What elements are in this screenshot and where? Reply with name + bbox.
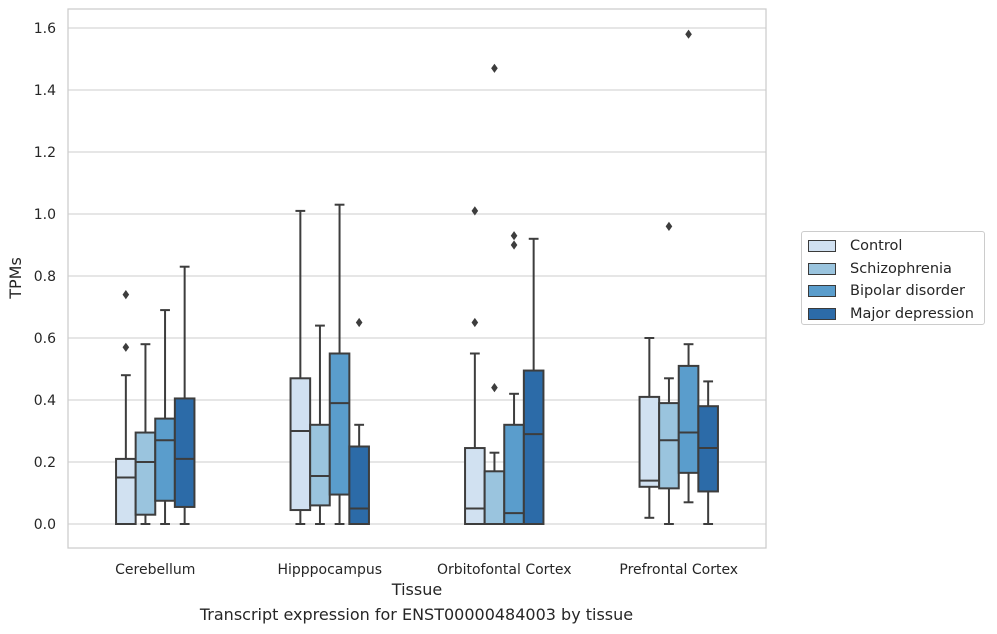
box-iqr [464,447,486,525]
box-schizophrenia-hipppocampus [309,324,331,525]
legend-swatch-control [808,240,836,253]
legend-item-bipolar-disorder: Bipolar disorder [808,280,984,303]
box-iqr [154,417,176,502]
box-iqr [522,369,545,525]
box-schizophrenia-cerebellum [134,343,157,525]
outlier-point [510,240,518,250]
box-control-prefrontal-cortex [638,337,661,519]
box-bipolar-disorder-cerebellum [154,309,176,525]
box-major-depression-cerebellum [173,265,196,525]
outlier-point [355,317,363,328]
box-iqr [503,423,525,525]
box-iqr [134,431,157,516]
outlier-point [122,290,130,300]
box-iqr [115,457,137,525]
outlier-point [685,29,692,39]
legend-label-schizophrenia: Schizophrenia [850,260,952,277]
x-tick-label-hipppocampus: Hipppocampus [277,562,382,578]
y-tick-label: 0.4 [34,393,56,409]
outlier-point [510,231,518,241]
box-iqr [173,397,196,508]
box-iqr [309,423,331,507]
box-iqr [483,470,506,525]
box-control-cerebellum [115,290,137,525]
y-tick-label: 1.0 [34,207,56,223]
legend-label-control: Control [850,238,903,255]
box-schizophrenia-orbitofontal-cortex [483,63,506,525]
legend-label-bipolar-disorder: Bipolar disorder [850,283,965,300]
y-tick-label: 0.0 [34,517,56,533]
legend-item-major-depression: Major depression [808,303,984,326]
box-iqr [328,352,351,496]
legend-swatch-major-depression [808,307,836,320]
y-tick-label: 0.6 [34,331,56,347]
y-axis-title: TPMs [6,257,25,300]
y-tick-label: 1.4 [34,83,56,99]
box-major-depression-orbitofontal-cortex [522,237,545,525]
box-schizophrenia-prefrontal-cortex [658,221,680,525]
box-iqr [677,364,700,474]
y-tick-label: 1.2 [34,145,56,161]
legend-swatch-bipolar-disorder [808,285,836,298]
y-tick-label: 1.6 [34,21,56,37]
outlier-point [491,63,498,73]
box-control-hipppocampus [289,209,312,525]
legend-swatch-schizophrenia [808,262,836,275]
x-tick-label-orbitofontal-cortex: Orbitofontal Cortex [437,562,572,578]
legend-item-schizophrenia: Schizophrenia [808,258,984,281]
y-axis-ticks: 0.0 0.2 0.4 0.6 0.8 1.0 1.2 1.4 1.6 [34,21,56,533]
outlier-point [471,206,479,216]
outlier-point [122,342,130,352]
outlier-point [491,383,498,393]
legend: Control Schizophrenia Bipolar disorder M… [801,231,985,325]
box-major-depression-hipppocampus [348,317,370,525]
chart-caption: Transcript expression for ENST0000048400… [199,605,634,624]
x-axis-ticks: Cerebellum Hipppocampus Orbitofontal Corte… [115,562,738,578]
box-bipolar-disorder-hipppocampus [328,203,351,525]
box-bipolar-disorder-prefrontal-cortex [677,29,700,504]
box-iqr [658,402,680,490]
box-iqr [289,377,312,512]
box-control-orbitofontal-cortex [464,206,486,525]
x-tick-label-cerebellum: Cerebellum [115,562,195,578]
x-axis-title: Tissue [391,580,442,599]
y-tick-label: 0.8 [34,269,56,285]
outlier-point [471,317,479,328]
box-iqr [638,395,661,488]
legend-item-control: Control [808,235,984,258]
box-bipolar-disorder-orbitofontal-cortex [503,231,525,525]
box-iqr [348,445,370,525]
y-tick-label: 0.2 [34,455,56,471]
x-tick-label-prefrontal-cortex: Prefrontal Cortex [619,562,738,578]
box-plot-boxes [115,29,719,525]
box-major-depression-prefrontal-cortex [697,380,719,525]
outlier-point [665,221,673,231]
legend-label-major-depression: Major depression [850,305,974,322]
plot-area-frame [67,8,767,549]
